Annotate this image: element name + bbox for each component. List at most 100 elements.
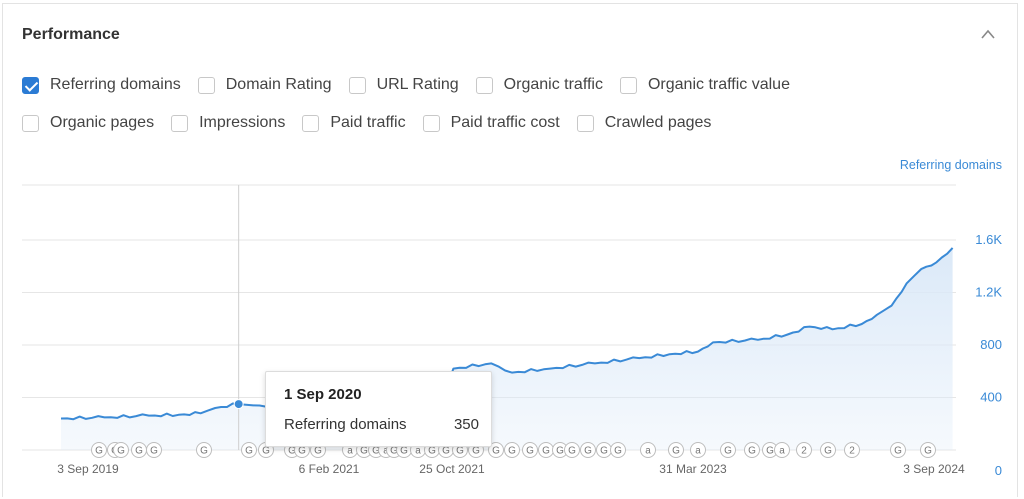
event-marker-label: G	[748, 446, 756, 457]
panel-title: Performance	[22, 26, 120, 43]
event-marker	[504, 442, 520, 458]
event-marker-label: G	[508, 446, 516, 457]
event-marker-label: 2	[849, 446, 855, 457]
event-marker	[920, 442, 936, 458]
checkbox-label: Domain Rating	[225, 76, 332, 93]
event-marker-label: G	[492, 446, 500, 457]
event-marker	[196, 442, 212, 458]
event-marker	[744, 442, 760, 458]
checkbox-url-rating[interactable]: URL Rating	[348, 76, 459, 94]
checkbox-organic-pages[interactable]: Organic pages	[22, 114, 154, 132]
event-marker	[146, 442, 162, 458]
checkbox-box[interactable]	[22, 114, 39, 132]
checkbox-label: Crawled pages	[604, 114, 712, 131]
y-tick-label: 800	[980, 337, 1002, 352]
metric-checkbox-row-1: Referring domains Domain Rating URL Rati…	[22, 76, 807, 94]
y-tick-label: 400	[980, 390, 1002, 405]
event-marker	[522, 442, 538, 458]
chevron-up-icon[interactable]	[980, 28, 996, 40]
y-tick-label: 0	[995, 463, 1002, 478]
tooltip-date: 1 Sep 2020	[284, 386, 362, 403]
checkbox-box[interactable]	[22, 76, 39, 94]
highlight-point	[233, 399, 244, 410]
event-marker-label: G	[314, 446, 322, 457]
x-tick-label: 25 Oct 2021	[419, 462, 485, 476]
y-tick-label: 1.2K	[975, 285, 1002, 300]
event-marker	[690, 442, 706, 458]
event-marker-label: G	[428, 446, 436, 457]
y-tick-label: 1.6K	[975, 232, 1002, 247]
series-line	[60, 247, 954, 421]
event-marker	[796, 442, 812, 458]
event-marker-label: G	[542, 446, 550, 457]
event-marker-label: G	[600, 446, 608, 457]
event-marker-label: G	[400, 446, 408, 457]
event-marker-label: G	[117, 446, 125, 457]
event-marker-label: G	[298, 446, 306, 457]
checkbox-organic-traffic-value[interactable]: Organic traffic value	[619, 76, 790, 94]
event-marker-label: G	[456, 446, 464, 457]
event-marker-label: G	[526, 446, 534, 457]
event-marker-label: G	[672, 446, 680, 457]
checkbox-box[interactable]	[576, 114, 594, 132]
event-marker	[640, 442, 656, 458]
event-marker-label: a	[779, 446, 785, 457]
checkbox-box[interactable]	[475, 76, 493, 94]
event-marker	[113, 442, 129, 458]
checkbox-box[interactable]	[422, 114, 440, 132]
event-marker-label: a	[695, 446, 701, 457]
chart-tooltip: 1 Sep 2020 Referring domains 350	[265, 371, 492, 447]
tooltip-value: 350	[453, 416, 479, 433]
checkbox-label: Impressions	[199, 114, 286, 131]
y-axis-series-label: Referring domains	[899, 158, 1002, 172]
event-marker-label: G	[894, 446, 902, 457]
series-area	[61, 247, 953, 450]
metric-checkbox-row-2: Organic pages Impressions Paid traffic P…	[22, 114, 728, 132]
checkbox-box[interactable]	[619, 76, 637, 94]
event-marker-label: G	[568, 446, 576, 457]
checkbox-referring-domains[interactable]: Referring domains	[22, 76, 181, 94]
checkbox-domain-rating[interactable]: Domain Rating	[197, 76, 332, 94]
checkbox-paid-traffic[interactable]: Paid traffic	[302, 114, 406, 132]
event-marker-label: G	[390, 446, 398, 457]
event-marker	[241, 442, 257, 458]
checkbox-paid-traffic-cost[interactable]: Paid traffic cost	[422, 114, 560, 132]
x-tick-label: 31 Mar 2023	[659, 462, 727, 476]
event-marker-label: G	[150, 446, 158, 457]
event-marker	[820, 442, 836, 458]
checkbox-box[interactable]	[197, 76, 215, 94]
event-marker-label: G	[472, 446, 480, 457]
event-marker-label: G	[288, 446, 296, 457]
event-marker-label: G	[614, 446, 622, 457]
event-marker-label: a	[645, 446, 651, 457]
checkbox-box[interactable]	[171, 114, 189, 132]
checkbox-impressions[interactable]: Impressions	[171, 114, 285, 132]
event-marker	[488, 442, 504, 458]
x-tick-label: 3 Sep 2019	[57, 462, 119, 476]
checkbox-label: URL Rating	[376, 76, 459, 93]
checkbox-label: Referring domains	[50, 76, 181, 93]
event-marker-label: G	[584, 446, 592, 457]
checkbox-label: Paid traffic	[330, 114, 406, 131]
event-marker-label: G	[724, 446, 732, 457]
event-marker	[580, 442, 596, 458]
event-marker	[668, 442, 684, 458]
event-marker-label: 2	[801, 446, 807, 457]
event-marker-label: G	[245, 446, 253, 457]
tooltip-series-name: Referring domains	[284, 416, 407, 433]
event-marker	[720, 442, 736, 458]
checkbox-organic-traffic[interactable]: Organic traffic	[475, 76, 603, 94]
event-marker-label: G	[766, 446, 774, 457]
checkbox-label: Paid traffic cost	[450, 114, 560, 131]
event-marker	[610, 442, 626, 458]
event-marker-label: G	[372, 446, 380, 457]
checkbox-box[interactable]	[302, 114, 320, 132]
checkbox-crawled-pages[interactable]: Crawled pages	[576, 114, 712, 132]
event-marker-label: a	[347, 446, 353, 457]
checkbox-label: Organic traffic value	[647, 76, 790, 93]
event-marker-label: G	[924, 446, 932, 457]
checkbox-label: Organic pages	[50, 114, 155, 131]
event-marker-label: G	[135, 446, 143, 457]
checkbox-box[interactable]	[348, 76, 366, 94]
